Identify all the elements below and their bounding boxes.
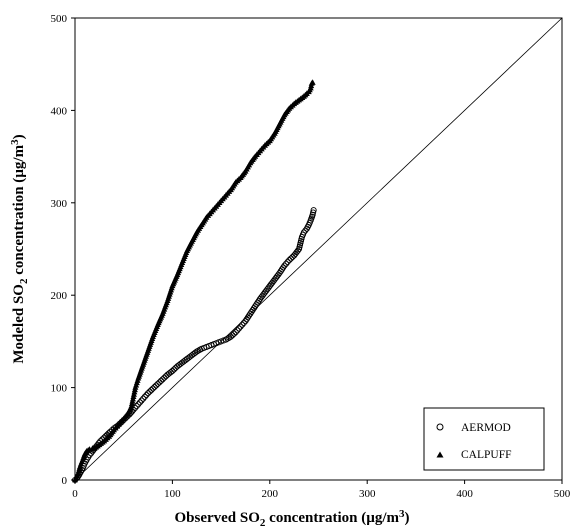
y-axis-label-end: ) xyxy=(11,134,27,139)
x-tick-label: 300 xyxy=(359,488,376,500)
y-tick-label: 400 xyxy=(51,105,68,117)
aermod-point xyxy=(138,397,145,404)
aermod-point xyxy=(133,403,140,410)
aermod-point xyxy=(229,332,236,339)
y-tick-label: 0 xyxy=(62,475,68,487)
x-axis-label: Observed SO2 concentration (µg/m3) xyxy=(174,508,409,528)
aermod-point xyxy=(154,380,161,387)
aermod-point xyxy=(153,382,160,389)
plot-area-frame xyxy=(74,17,563,481)
aermod-point xyxy=(237,323,244,330)
aermod-point xyxy=(148,387,155,394)
legend: AERMOD CALPUFF xyxy=(423,407,545,471)
aermod-point xyxy=(159,376,166,383)
x-tick-label: 400 xyxy=(456,488,473,500)
aermod-point xyxy=(149,385,156,392)
x-axis-label-rest: concentration (µg/m xyxy=(265,510,399,526)
aermod-point xyxy=(231,330,238,337)
axis-ticks: 0 100 200 300 400 500 0 100 200 300 400 500 xyxy=(51,13,571,500)
aermod-point xyxy=(310,209,317,216)
legend-marker-aermod xyxy=(436,423,444,431)
y-tick-label: 100 xyxy=(51,383,68,395)
legend-box xyxy=(423,407,545,471)
aermod-point xyxy=(281,262,288,269)
x-tick-label: 500 xyxy=(554,488,571,500)
aermod-point xyxy=(140,395,147,402)
aermod-point xyxy=(161,374,168,381)
aermod-point xyxy=(239,321,246,328)
x-axis-label-end: ) xyxy=(405,510,410,526)
series-calpuff xyxy=(72,79,316,483)
aermod-point xyxy=(146,388,153,395)
aermod-point xyxy=(235,325,243,332)
y-axis-label-rest: concentration (µg/m xyxy=(11,144,27,278)
aermod-point xyxy=(136,399,143,406)
calpuff-point xyxy=(309,79,316,85)
aermod-point xyxy=(151,383,158,391)
aermod-point xyxy=(141,393,148,400)
x-axis-label-subscript: 2 xyxy=(260,517,266,528)
aermod-point xyxy=(294,247,301,254)
y-axis-label: Modeled SO2 concentration (µg/m3) xyxy=(9,134,30,363)
aermod-point xyxy=(286,257,293,264)
aermod-point xyxy=(310,207,317,214)
aermod-point xyxy=(227,333,234,340)
x-tick-label: 100 xyxy=(164,488,181,500)
y-tick-label: 200 xyxy=(51,290,68,302)
y-axis-label-superscript: 3 xyxy=(9,139,21,145)
aermod-point xyxy=(287,255,294,262)
aermod-point xyxy=(157,377,165,384)
series-aermod xyxy=(71,207,317,484)
x-axis-label-main: Observed SO xyxy=(174,510,259,526)
aermod-point xyxy=(144,390,152,397)
aermod-point xyxy=(300,229,307,236)
aermod-point xyxy=(156,379,163,386)
y-axis-label-subscript: 2 xyxy=(18,278,30,284)
y-tick-label: 500 xyxy=(51,13,68,25)
y-axis-label-main: Modeled SO xyxy=(11,284,27,364)
series-layer xyxy=(71,79,317,484)
x-tick-label: 200 xyxy=(262,488,279,500)
legend-label-calpuff: CALPUFF xyxy=(461,449,512,461)
aermod-point xyxy=(232,329,239,336)
aermod-point xyxy=(284,258,291,265)
legend-label-aermod: AERMOD xyxy=(461,422,511,434)
aermod-point xyxy=(169,367,176,375)
x-tick-label: 0 xyxy=(72,488,78,500)
legend-marker-calpuff xyxy=(436,451,444,458)
aermod-point xyxy=(234,327,241,334)
aermod-point xyxy=(135,401,142,408)
y-tick-label: 300 xyxy=(51,198,68,210)
aermod-point xyxy=(143,391,150,399)
one-to-one-line xyxy=(74,17,563,481)
reference-line-layer xyxy=(74,17,563,481)
x-axis-label-superscript: 3 xyxy=(399,508,405,520)
aermod-point xyxy=(282,260,290,267)
aermod-point xyxy=(170,366,178,373)
